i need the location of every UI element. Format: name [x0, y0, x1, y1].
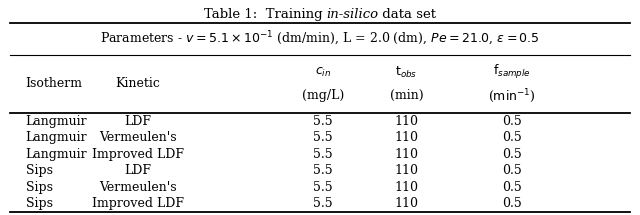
Text: 0.5: 0.5: [502, 164, 522, 177]
Text: Sips: Sips: [26, 164, 52, 177]
Text: ($\mathrm{min}^{-1}$): ($\mathrm{min}^{-1}$): [488, 87, 536, 104]
Text: $\mathrm{f}_{sample}$: $\mathrm{f}_{sample}$: [493, 63, 531, 81]
Text: $c_{in}$: $c_{in}$: [315, 66, 332, 78]
Text: Sips: Sips: [26, 181, 52, 194]
Text: in-silico: in-silico: [326, 8, 378, 20]
Text: Parameters - $v = 5.1 \times 10^{-1}$ (dm/min), L = 2.0 (dm), $Pe = 21.0$, $\var: Parameters - $v = 5.1 \times 10^{-1}$ (d…: [100, 30, 540, 48]
Text: 5.5: 5.5: [314, 131, 333, 144]
Text: 5.5: 5.5: [314, 181, 333, 194]
Text: 110: 110: [394, 181, 419, 194]
Text: 0.5: 0.5: [502, 131, 522, 144]
Text: 110: 110: [394, 115, 419, 128]
Text: Sips: Sips: [26, 197, 52, 210]
Text: data set: data set: [378, 8, 436, 20]
Text: 0.5: 0.5: [502, 197, 522, 210]
Text: LDF: LDF: [124, 115, 151, 128]
Text: 110: 110: [394, 147, 419, 161]
Text: Kinetic: Kinetic: [115, 77, 160, 90]
Text: 0.5: 0.5: [502, 115, 522, 128]
Text: 110: 110: [394, 164, 419, 177]
Text: Table 1:  Training: Table 1: Training: [204, 8, 326, 20]
Text: Langmuir: Langmuir: [26, 131, 87, 144]
Text: 5.5: 5.5: [314, 115, 333, 128]
Text: 0.5: 0.5: [502, 147, 522, 161]
Text: $\mathrm{t}_{obs}$: $\mathrm{t}_{obs}$: [396, 64, 417, 80]
Text: Improved LDF: Improved LDF: [92, 197, 184, 210]
Text: Vermeulen's: Vermeulen's: [99, 131, 177, 144]
Text: Langmuir: Langmuir: [26, 147, 87, 161]
Text: Vermeulen's: Vermeulen's: [99, 181, 177, 194]
Text: 110: 110: [394, 131, 419, 144]
Text: 0.5: 0.5: [502, 181, 522, 194]
Text: Langmuir: Langmuir: [26, 115, 87, 128]
Text: Improved LDF: Improved LDF: [92, 147, 184, 161]
Text: LDF: LDF: [124, 164, 151, 177]
Text: (min): (min): [390, 89, 423, 102]
Text: 5.5: 5.5: [314, 147, 333, 161]
Text: 110: 110: [394, 197, 419, 210]
Text: 5.5: 5.5: [314, 197, 333, 210]
Text: 5.5: 5.5: [314, 164, 333, 177]
Text: (mg/L): (mg/L): [302, 89, 344, 102]
Text: Isotherm: Isotherm: [26, 77, 83, 90]
